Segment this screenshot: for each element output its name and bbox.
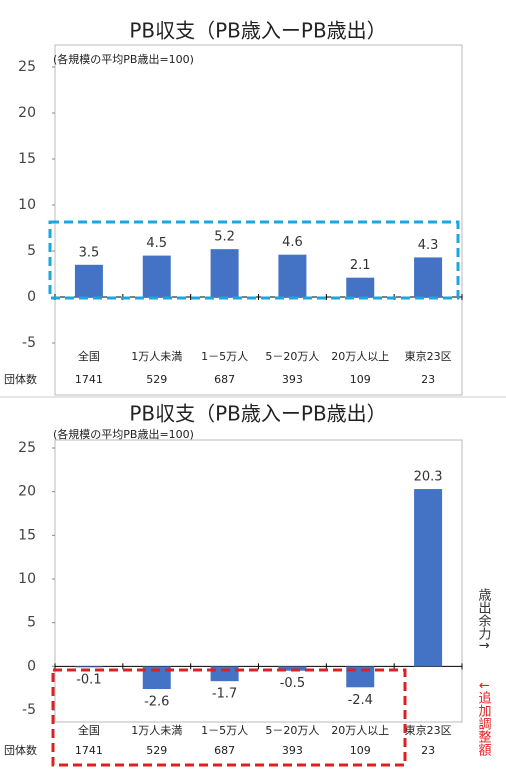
annotation: 歳出余力↑: [476, 588, 492, 651]
chart-subtitle: (各規模の平均PB歳出=100): [53, 427, 194, 441]
y-tick-label: 15: [18, 151, 36, 167]
y-tick-label: 20: [18, 105, 36, 121]
chart-title: PB収支（PB歳入ーPB歳出）: [129, 402, 386, 426]
count: 687: [214, 373, 235, 386]
x-tick-label: 全国: [78, 723, 100, 737]
plot-frame: [54, 439, 463, 723]
bar: [210, 249, 239, 297]
x-tick-label: 1－5万人: [201, 350, 248, 363]
data-label: 4.5: [146, 236, 167, 251]
count-label: 団体数: [4, 743, 37, 757]
bar: [210, 666, 239, 682]
y-tick-label: -5: [22, 702, 36, 718]
count: 109: [350, 744, 371, 757]
bar: [346, 277, 375, 297]
count: 687: [214, 744, 235, 757]
chart-title: PB収支（PB歳入ーPB歳出）: [129, 19, 386, 43]
x-tick-label: 1万人未満: [131, 724, 182, 737]
count: 393: [282, 744, 303, 757]
data-label: 5.2: [214, 230, 235, 245]
highlight-box: [51, 668, 407, 767]
x-tick-label: 5－20万人: [265, 724, 319, 737]
count: 529: [146, 373, 167, 386]
count: 109: [350, 373, 371, 386]
plot-frame: [54, 44, 463, 396]
count: 393: [282, 373, 303, 386]
data-label: -1.7: [212, 687, 237, 702]
x-tick-label: 20万人以上: [331, 724, 389, 737]
count: 23: [421, 744, 435, 757]
y-tick-label: 5: [27, 243, 36, 259]
y-tick-label: 15: [18, 527, 36, 543]
count: 23: [421, 373, 435, 386]
y-tick-label: 25: [18, 440, 36, 456]
y-tick-label: 10: [18, 571, 36, 587]
x-tick-label: 5－20万人: [265, 350, 319, 363]
data-label: -0.5: [280, 676, 305, 691]
bar: [414, 257, 443, 297]
highlight-box: [48, 220, 460, 300]
count: 529: [146, 744, 167, 757]
x-tick-label: 東京23区: [405, 723, 452, 737]
data-label: -2.4: [348, 693, 373, 708]
bar: [142, 255, 171, 297]
data-label: 2.1: [350, 258, 371, 273]
x-tick-label: 1万人未満: [131, 350, 182, 363]
bar: [74, 666, 103, 668]
data-label: 3.5: [79, 245, 100, 260]
y-tick-label: 5: [27, 615, 36, 631]
bar: [74, 264, 103, 297]
bar: [414, 489, 443, 667]
y-tick-label: -5: [22, 335, 36, 351]
bar: [142, 666, 171, 690]
x-tick-label: 20万人以上: [331, 350, 389, 363]
x-tick-label: 東京23区: [405, 349, 452, 363]
x-tick-label: 1－5万人: [201, 724, 248, 737]
data-label: 4.3: [418, 238, 439, 253]
y-tick-label: 10: [18, 197, 36, 213]
y-tick-label: 25: [18, 59, 36, 75]
y-tick-label: 0: [27, 658, 36, 674]
count: 1741: [75, 373, 103, 386]
annotation: ↓追加調整額: [476, 680, 492, 757]
bar: [278, 254, 307, 297]
data-label: -2.6: [144, 695, 169, 710]
y-tick-label: 20: [18, 484, 36, 500]
x-tick-label: 全国: [78, 349, 100, 363]
count: 1741: [75, 744, 103, 757]
y-tick-label: 0: [27, 289, 36, 305]
data-label: 4.6: [282, 235, 303, 250]
data-label: -0.1: [76, 673, 101, 688]
data-label: 20.3: [414, 470, 443, 485]
bar: [346, 666, 375, 688]
count-label: 団体数: [4, 372, 37, 386]
chart-subtitle: (各規模の平均PB歳出=100): [53, 52, 194, 66]
